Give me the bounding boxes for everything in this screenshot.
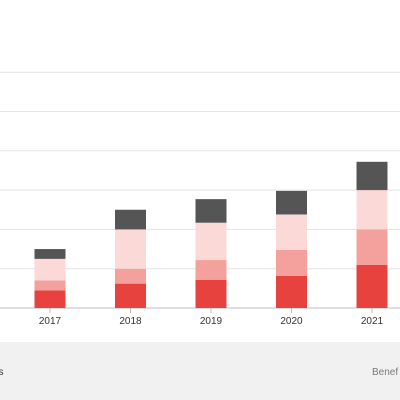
- x-tick-label: 2021: [361, 316, 384, 327]
- bar-segment-2018-series-2: [115, 268, 146, 284]
- bar-segment-2017-series-2: [34, 280, 66, 291]
- bar-segment-2019-series-3: [195, 222, 227, 261]
- bar-segment-2021-series-1: [356, 264, 388, 308]
- bar-segment-2019-series-4: [195, 199, 227, 223]
- x-tick-label: 2018: [119, 316, 142, 327]
- x-tick-label: 2017: [39, 316, 62, 327]
- bar-segment-2020-series-3: [276, 214, 307, 250]
- bar-segment-2019-series-1: [195, 279, 227, 308]
- stacked-bar-chart: 2017 2018 2019 2020 2021: [0, 71, 400, 327]
- bar-segment-2019-series-2: [195, 260, 227, 280]
- x-tick-label: 2020: [280, 316, 303, 327]
- footer-bar: chs Benef: [0, 342, 400, 400]
- x-axis-ticks: 2017 2018 2019 2020 2021: [39, 308, 384, 327]
- x-tick-label: 2019: [200, 316, 223, 327]
- bar-segment-2017-series-1: [34, 290, 66, 308]
- bar-segment-2017-series-4: [34, 249, 66, 259]
- bar-segment-2021-series-3: [356, 190, 388, 230]
- bar-segment-2020-series-2: [276, 249, 307, 276]
- bar-segment-2018-series-4: [115, 209, 146, 230]
- bar-segment-2018-series-3: [115, 229, 146, 269]
- footer-source-text: chs: [0, 367, 4, 378]
- bar-segment-2020-series-1: [276, 275, 307, 308]
- bar-segment-2021-series-4: [356, 161, 388, 191]
- bar-segment-2018-series-1: [115, 283, 146, 308]
- footer-link-text[interactable]: Benef: [372, 367, 399, 378]
- bar-segment-2020-series-4: [276, 190, 307, 215]
- bars: [34, 161, 388, 308]
- bar-segment-2017-series-3: [34, 258, 66, 281]
- bar-segment-2021-series-2: [356, 229, 388, 265]
